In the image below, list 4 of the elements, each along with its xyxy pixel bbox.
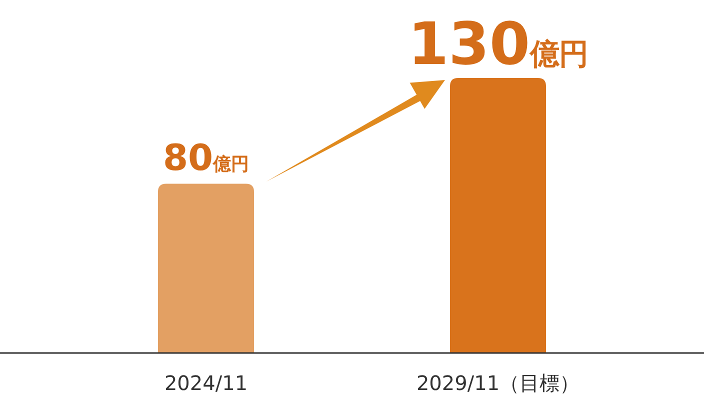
x-tick-label: 2024/11 xyxy=(164,371,248,395)
data-label: 80億円 xyxy=(162,138,250,179)
x-tick-label: 2029/11（目標） xyxy=(416,371,580,395)
data-label: 130億円 xyxy=(408,10,588,78)
